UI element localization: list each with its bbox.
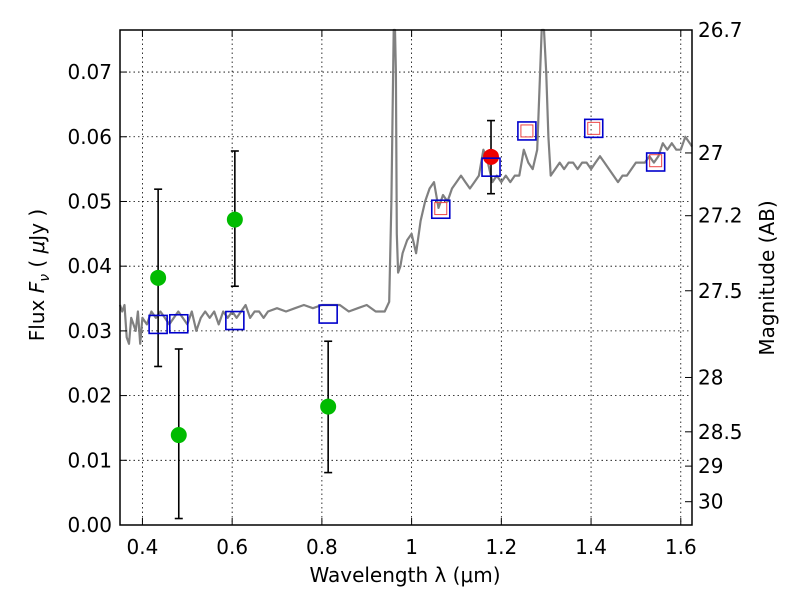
x-tick-label: 1.6: [665, 535, 697, 559]
data-point: [320, 398, 337, 415]
y2-tick-label: 26.7: [698, 18, 743, 42]
y-tick-label: 0.04: [67, 254, 112, 278]
y-tick-label: 0.03: [67, 319, 112, 343]
y2-tick-label: 27.5: [698, 279, 743, 303]
model-point-inner: [434, 202, 448, 216]
y-tick-label: 0.01: [67, 448, 112, 472]
y2-tick-label: 27: [698, 141, 723, 165]
y-tick-label: 0.07: [67, 60, 112, 84]
model-point: [481, 157, 501, 177]
x-tick-label: 0.6: [216, 535, 248, 559]
model-point: [517, 121, 537, 141]
y-axis-label-subscript: ν: [37, 274, 53, 282]
y2-tick-label: 29: [698, 454, 723, 478]
x-tick-label: 1: [405, 535, 418, 559]
y-axis-label-middle: (: [25, 253, 49, 274]
data-point: [226, 211, 243, 228]
model-point: [225, 310, 245, 331]
y2-tick-label: 27.2: [698, 204, 743, 228]
y2-tick-label: 28.5: [698, 420, 743, 444]
model-point-inner: [587, 121, 601, 135]
model-point: [645, 152, 666, 172]
x-tick-label: 0.4: [127, 535, 159, 559]
tick-layer: 0.4 0.6 0.8 1 1.2 1.4 1.6 0.00 0.01 0.02 0.03 0.04 0…: [67, 18, 742, 559]
data-point: [150, 269, 167, 286]
model-point-inner: [520, 124, 534, 138]
grid: [120, 30, 692, 526]
y-axis-label-unit: Jy ): [25, 209, 49, 243]
y-axis-label-prefix: Flux: [25, 293, 49, 341]
y-axis-label-symbol: F: [25, 281, 49, 293]
x-axis-label: Wavelength λ (μm): [309, 563, 500, 587]
y2-tick-label: 28: [698, 365, 723, 389]
data-point: [170, 427, 187, 444]
model-point: [168, 313, 189, 334]
model-point: [430, 199, 451, 220]
y-tick-label: 0.02: [67, 384, 112, 408]
model-point: [148, 314, 168, 335]
plot-frame: [119, 29, 693, 526]
spectrum-line: [118, 28, 693, 345]
y-tick-label: 0.00: [67, 513, 112, 537]
y2-axis-label: Magnitude (AB): [755, 200, 779, 355]
x-tick-label: 0.8: [306, 535, 338, 559]
model-point-inner: [649, 154, 663, 168]
x-tick-label: 1.4: [575, 535, 607, 559]
model-point: [583, 118, 604, 139]
model-point: [318, 304, 338, 324]
y-axis-label-mu: μ: [25, 241, 49, 255]
data-point: [483, 148, 500, 165]
marker-layer: [148, 118, 666, 444]
x-tick-label: 1.2: [485, 535, 517, 559]
y-tick-label: 0.06: [67, 125, 112, 149]
y-tick-label: 0.05: [67, 189, 112, 213]
y2-tick-label: 30: [698, 490, 723, 514]
spectrum-layer: [118, 28, 693, 345]
y-axis-label: Flux Fν ( μJy ): [25, 209, 53, 341]
errorbar-layer: [154, 119, 496, 520]
